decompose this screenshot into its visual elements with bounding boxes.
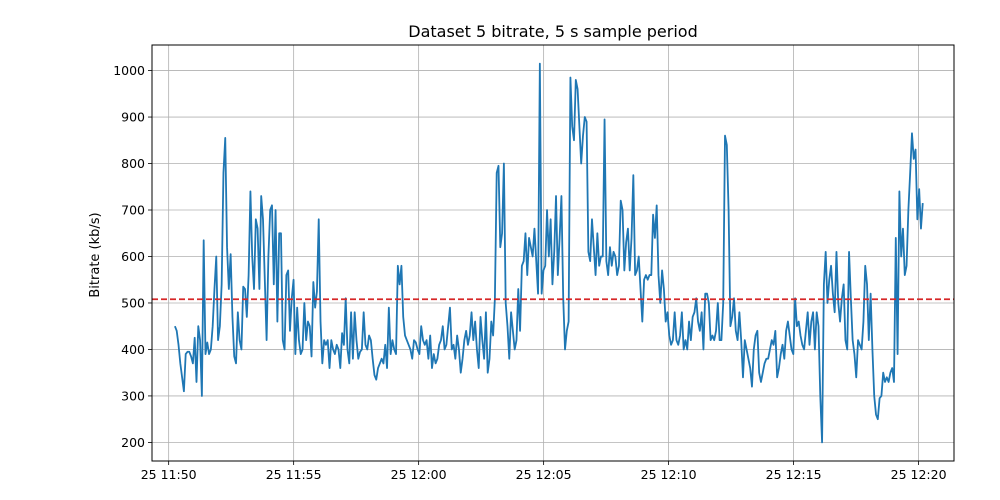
plot-frame: [151, 44, 955, 462]
y-tick-label: 200: [121, 435, 145, 450]
y-tick-label: 400: [121, 342, 145, 357]
axis-ticks: 25 11:50 25 11:55 25 12:00 25 12:05 25 12:10…: [113, 63, 946, 482]
y-tick-label: 800: [121, 156, 145, 171]
y-tick-label: 1000: [113, 63, 145, 78]
chart-title: Dataset 5 bitrate, 5 s sample period: [408, 22, 697, 41]
y-tick-label: 300: [121, 388, 145, 403]
y-tick-label: 600: [121, 249, 145, 264]
y-tick-label: 700: [121, 203, 145, 218]
plot-area: [152, 62, 954, 444]
y-tick-label: 900: [121, 110, 145, 125]
x-tick-label: 25 12:15: [766, 467, 822, 482]
y-tick-label: 500: [121, 295, 145, 310]
x-tick-label: 25 11:50: [141, 467, 197, 482]
x-tick-label: 25 12:10: [641, 467, 697, 482]
y-axis-label: Bitrate (kb/s): [88, 212, 103, 297]
x-tick-label: 25 11:55: [266, 467, 322, 482]
x-tick-label: 25 12:00: [391, 467, 447, 482]
bitrate-series-line: [174, 62, 924, 444]
x-tick-label: 25 12:20: [891, 467, 947, 482]
x-tick-label: 25 12:05: [516, 467, 572, 482]
